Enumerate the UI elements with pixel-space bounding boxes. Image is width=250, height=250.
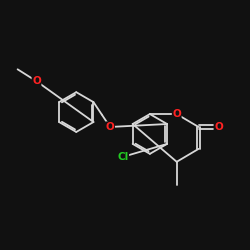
Text: O: O <box>106 122 114 132</box>
Text: O: O <box>32 76 41 86</box>
Text: O: O <box>172 109 181 119</box>
Text: Cl: Cl <box>118 152 129 162</box>
Text: O: O <box>214 122 223 132</box>
